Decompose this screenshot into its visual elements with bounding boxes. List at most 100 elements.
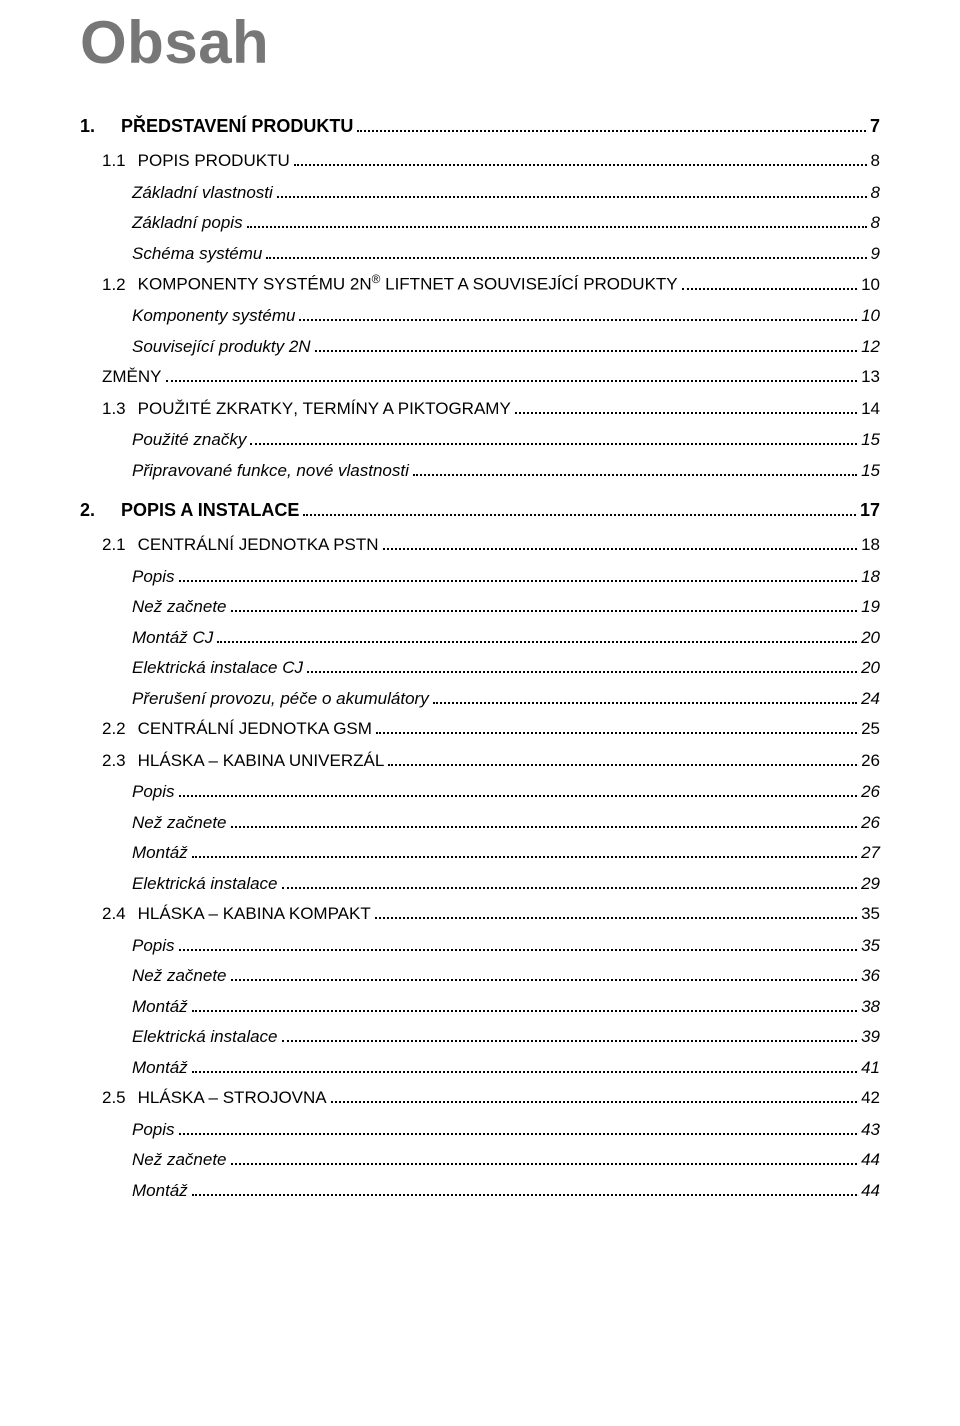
toc-item: Montáž 41: [80, 1055, 880, 1081]
toc-section-2-4: 2.4HLÁSKA – KABINA KOMPAKT 35: [80, 901, 880, 927]
toc-label: Připravované funkce, nové vlastnosti: [132, 458, 409, 484]
toc-page: 44: [861, 1178, 880, 1204]
toc-label: Montáž: [132, 1055, 188, 1081]
toc-page: 26: [861, 779, 880, 805]
toc-leader: [282, 875, 858, 889]
toc-item: Montáž 27: [80, 840, 880, 866]
toc-page: 35: [861, 901, 880, 927]
toc-page: 27: [861, 840, 880, 866]
page: { "doc": { "title": "Obsah" }, "toc": { …: [0, 0, 960, 1426]
toc-leader: [166, 369, 858, 383]
toc-leader: [179, 1121, 858, 1135]
toc-section-1-1: 1.1POPIS PRODUKTU 8: [80, 148, 880, 174]
toc-item: Související produkty 2N 12: [80, 334, 880, 360]
toc-page: 19: [861, 594, 880, 620]
toc-leader: [231, 814, 858, 828]
toc-leader: [192, 1059, 857, 1073]
toc-leader: [375, 906, 857, 920]
toc-label: 2.2CENTRÁLNÍ JEDNOTKA GSM: [102, 716, 372, 742]
toc-section-2-3: 2.3HLÁSKA – KABINA UNIVERZÁL 26: [80, 748, 880, 774]
toc-label: Montáž CJ: [132, 625, 213, 651]
toc-page: 9: [871, 241, 880, 267]
toc-leader: [192, 1182, 857, 1196]
toc-label: 2.5HLÁSKA – STROJOVNA: [102, 1085, 327, 1111]
toc-leader: [383, 537, 858, 551]
toc-label: 1.3POUŽITÉ ZKRATKY, TERMÍNY A PIKTOGRAMY: [102, 396, 511, 422]
toc-leader: [682, 276, 857, 290]
toc-leader: [179, 937, 858, 951]
toc-item: Než začnete 26: [80, 810, 880, 836]
toc-label: Montáž: [132, 994, 188, 1020]
toc-page: 15: [861, 427, 880, 453]
toc-leader: [299, 308, 857, 322]
toc-label: Přerušení provozu, péče o akumulátory: [132, 686, 429, 712]
toc-leader: [294, 152, 867, 166]
toc-item: Popis 26: [80, 779, 880, 805]
toc-page: 24: [861, 686, 880, 712]
toc-leader: [376, 721, 857, 735]
toc-leader: [192, 998, 857, 1012]
toc-leader: [515, 400, 857, 414]
toc-label: 2.1CENTRÁLNÍ JEDNOTKA PSTN: [102, 532, 379, 558]
toc-item: Elektrická instalace 39: [80, 1024, 880, 1050]
toc-page: 26: [861, 748, 880, 774]
toc-section-zmeny: ZMĚNY 13: [80, 364, 880, 390]
toc-leader: [217, 629, 857, 643]
toc-item: Než začnete 36: [80, 963, 880, 989]
toc-leader: [303, 502, 856, 516]
toc-label: Montáž: [132, 1178, 188, 1204]
toc-leader: [231, 599, 858, 613]
toc-item: Montáž CJ 20: [80, 625, 880, 651]
toc-page: 15: [861, 458, 880, 484]
toc-item: Než začnete 19: [80, 594, 880, 620]
toc-leader: [179, 784, 858, 798]
toc-item: Popis 18: [80, 564, 880, 590]
toc-page: 35: [861, 933, 880, 959]
toc-page: 20: [861, 655, 880, 681]
toc-section-2-2: 2.2CENTRÁLNÍ JEDNOTKA GSM 25: [80, 716, 880, 742]
toc-section-1-3: 1.3POUŽITÉ ZKRATKY, TERMÍNY A PIKTOGRAMY…: [80, 396, 880, 422]
toc-label: Než začnete: [132, 810, 227, 836]
toc-item: Komponenty systému 10: [80, 303, 880, 329]
toc-label: Popis: [132, 933, 175, 959]
toc-leader: [388, 752, 857, 766]
toc-label: Použité značky: [132, 427, 246, 453]
toc-leader: [266, 245, 866, 259]
toc-item: Připravované funkce, nové vlastnosti 15: [80, 458, 880, 484]
toc-label: Komponenty systému: [132, 303, 295, 329]
doc-title: Obsah: [80, 8, 880, 77]
toc-page: 8: [871, 148, 880, 174]
toc-section-2: 2.POPIS A INSTALACE 17: [80, 497, 880, 524]
toc-label: 2.3HLÁSKA – KABINA UNIVERZÁL: [102, 748, 384, 774]
toc-label: ZMĚNY: [102, 364, 162, 390]
toc-page: 17: [860, 497, 880, 524]
toc-item: Než začnete 44: [80, 1147, 880, 1173]
toc-leader: [231, 968, 858, 982]
toc-item: Popis 35: [80, 933, 880, 959]
toc-page: 44: [861, 1147, 880, 1173]
toc-label: Základní popis: [132, 210, 243, 236]
toc-label: Než začnete: [132, 1147, 227, 1173]
toc-section-1-2: 1.2KOMPONENTY SYSTÉMU 2N® LIFTNET A SOUV…: [80, 271, 880, 297]
toc-leader: [357, 118, 866, 132]
toc-item: Základní popis 8: [80, 210, 880, 236]
toc-page: 10: [861, 303, 880, 329]
toc-page: 8: [871, 210, 880, 236]
toc-leader: [307, 660, 857, 674]
toc-page: 42: [861, 1085, 880, 1111]
toc-leader: [433, 690, 857, 704]
toc-label: Popis: [132, 779, 175, 805]
table-of-contents: 1.PŘEDSTAVENÍ PRODUKTU 7 1.1POPIS PRODUK…: [80, 113, 880, 1203]
toc-page: 10: [861, 272, 880, 298]
toc-item: Přerušení provozu, péče o akumulátory 24: [80, 686, 880, 712]
toc-leader: [315, 338, 857, 352]
toc-leader: [413, 462, 857, 476]
toc-page: 26: [861, 810, 880, 836]
toc-item: Elektrická instalace CJ 20: [80, 655, 880, 681]
toc-label: Základní vlastnosti: [132, 180, 273, 206]
toc-item: Schéma systému 9: [80, 241, 880, 267]
toc-label: Elektrická instalace: [132, 871, 278, 897]
toc-page: 29: [861, 871, 880, 897]
toc-page: 18: [861, 564, 880, 590]
toc-page: 20: [861, 625, 880, 651]
